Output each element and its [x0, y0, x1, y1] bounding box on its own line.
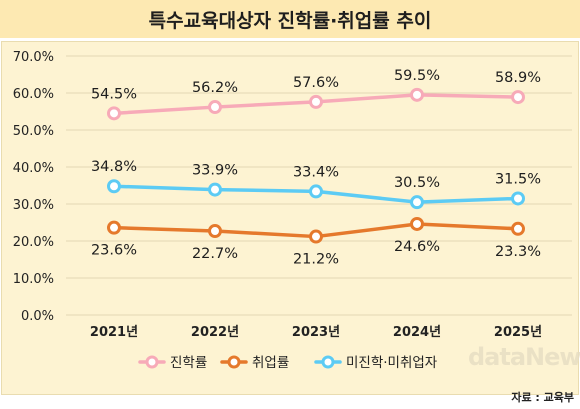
data-point	[511, 221, 525, 236]
x-tick-label: 2025년	[494, 325, 542, 340]
data-label: 30.5%	[394, 175, 440, 191]
data-point	[208, 100, 222, 115]
x-tick-label: 2021년	[90, 325, 138, 340]
data-point	[208, 224, 222, 239]
y-tick-label: 70.0%	[13, 50, 54, 65]
data-label: 22.7%	[192, 246, 238, 262]
data-point	[410, 195, 424, 210]
data-label: 24.6%	[394, 239, 440, 255]
y-tick-label: 10.0%	[13, 272, 54, 287]
data-point	[511, 191, 525, 206]
data-label: 54.5%	[91, 86, 137, 102]
y-tick-label: 50.0%	[13, 124, 54, 139]
data-point	[410, 216, 424, 231]
y-tick-label: 30.0%	[13, 198, 54, 213]
data-point	[208, 182, 222, 197]
data-label: 34.8%	[91, 159, 137, 175]
y-tick-label: 20.0%	[13, 235, 54, 250]
data-label: 33.4%	[293, 164, 339, 180]
chart-panel	[1, 41, 579, 395]
y-tick-label: 40.0%	[13, 161, 54, 176]
chart-title-banner: 특수교육대상자 진학률·취업률 추이	[0, 0, 580, 38]
y-tick-label: 0.0%	[21, 309, 54, 324]
data-point	[309, 94, 323, 109]
data-point	[410, 87, 424, 102]
data-label: 57.6%	[293, 75, 339, 91]
legend-label: 취업률	[252, 355, 289, 371]
legend-swatch-marker	[321, 355, 335, 369]
data-label: 58.9%	[495, 70, 541, 86]
watermark-logo: dataNews	[468, 343, 580, 371]
legend-label: 미진학·미취업자	[346, 355, 438, 371]
x-tick-label: 2024년	[393, 325, 441, 340]
legend-label: 진학률	[170, 355, 207, 371]
x-tick-label: 2022년	[191, 325, 239, 340]
data-point	[107, 179, 121, 194]
chart-title: 특수교육대상자 진학률·취업률 추이	[148, 9, 432, 32]
legend-swatch-marker	[145, 355, 159, 369]
y-tick-label: 60.0%	[13, 87, 54, 102]
data-point	[107, 106, 121, 121]
x-tick-label: 2023년	[292, 325, 340, 340]
data-label: 23.3%	[495, 244, 541, 260]
source-note: 자료 : 교육부	[511, 391, 574, 404]
data-point	[309, 184, 323, 199]
data-point	[511, 90, 525, 105]
data-label: 21.2%	[293, 252, 339, 268]
data-label: 33.9%	[192, 163, 238, 179]
data-point	[309, 229, 323, 244]
data-label: 59.5%	[394, 68, 440, 84]
data-label: 23.6%	[91, 243, 137, 259]
data-label: 56.2%	[192, 80, 238, 96]
data-label: 31.5%	[495, 171, 541, 187]
legend-swatch-marker	[227, 355, 241, 369]
data-point	[107, 220, 121, 235]
